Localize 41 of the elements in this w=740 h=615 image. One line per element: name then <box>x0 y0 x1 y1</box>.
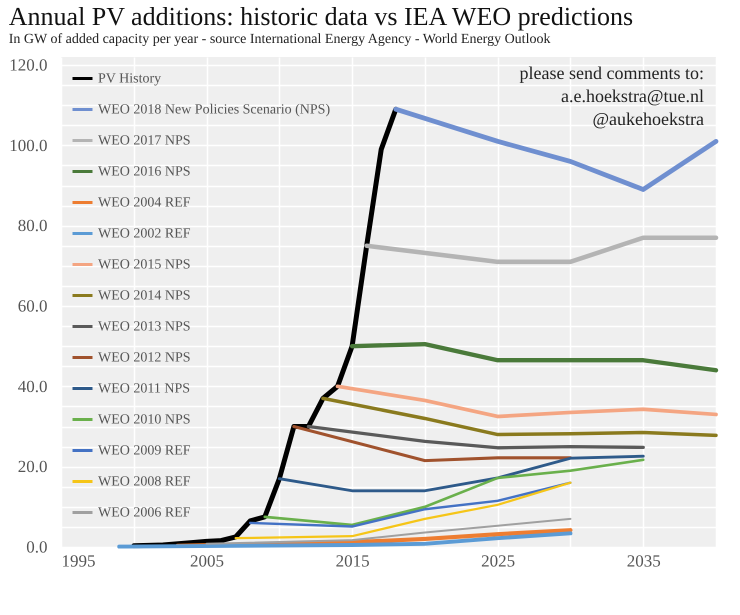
legend-label: WEO 2018 New Policies Scenario (NPS) <box>98 102 330 118</box>
y-tick-label: 120.0 <box>9 56 48 75</box>
x-tick-label: 2025 <box>481 552 516 570</box>
y-tick-label: 80.0 <box>18 216 48 236</box>
line-series <box>336 384 718 418</box>
legend-label: WEO 2014 NPS <box>98 288 191 304</box>
legend-label: PV History <box>98 72 162 86</box>
legend-label: WEO 2012 NPS <box>98 350 191 366</box>
line-series <box>306 424 645 450</box>
line-series <box>321 396 718 438</box>
line-series <box>206 518 572 545</box>
legend-label: WEO 2013 NPS <box>98 320 191 334</box>
y-tick-label: 40.0 <box>18 376 48 396</box>
line-series <box>350 342 718 372</box>
legend-label: WEO 2017 NPS <box>98 134 191 148</box>
line-series <box>249 482 572 528</box>
x-tick-label: 2015 <box>336 552 370 570</box>
legend-label: WEO 2011 NPS <box>98 382 190 396</box>
x-tick-label: 2035 <box>626 552 661 570</box>
annotation: please send comments to: a.e.hoekstra@tue.nl @aukehoekstra <box>520 63 704 129</box>
legend-label: WEO 2016 NPS <box>98 164 191 180</box>
legend-label: WEO 2002 REF <box>98 226 191 242</box>
x-tick-label: 2005 <box>190 552 224 570</box>
line-series <box>278 454 645 492</box>
legend-label: WEO 2008 REF <box>98 474 191 490</box>
line-series <box>393 106 718 192</box>
line-series <box>263 458 645 526</box>
y-tick-label: 100.0 <box>9 136 48 155</box>
line-series <box>117 531 572 549</box>
y-tick-label: 60.0 <box>18 296 48 316</box>
legend-label: WEO 2010 NPS <box>98 412 191 428</box>
chart-title: Annual PV additions: historic data vs IEA WEO predictions <box>8 2 634 32</box>
legend-label: WEO 2015 NPS <box>98 258 191 272</box>
y-tick-label: 20.0 <box>18 457 48 476</box>
legend-label: WEO 2009 REF <box>98 444 191 458</box>
chart-subtitle: In GW of added capacity per year - source International Energy Agency - World Energy Outlook <box>8 32 550 48</box>
legend-label: WEO 2006 REF <box>98 506 191 520</box>
legend-label: WEO 2004 REF <box>98 196 191 210</box>
line-series <box>234 482 572 540</box>
x-tick-label: 1995 <box>62 552 96 570</box>
y-tick-label: 0.0 <box>26 538 48 556</box>
